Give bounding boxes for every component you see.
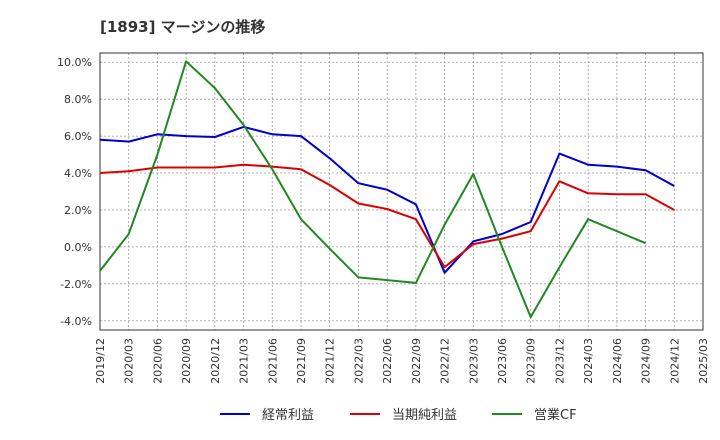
x-tick-label: 2022/03 bbox=[352, 338, 365, 384]
legend-label: 営業CF bbox=[534, 407, 577, 423]
x-axis: 2019/12 2020/03 2020/06 2020/09 2020/12 2021/… bbox=[94, 338, 710, 384]
y-tick-label: 8.0% bbox=[64, 93, 92, 106]
y-axis: -4.0% -2.0% 0.0% 2.0% 4.0% 6.0% 8.0% 10.0% bbox=[57, 56, 92, 328]
x-tick-label: 2020/06 bbox=[151, 338, 164, 384]
plot-area bbox=[99, 52, 704, 331]
y-tick-label: -4.0% bbox=[60, 315, 92, 328]
series-lines bbox=[99, 60, 675, 319]
y-tick-label: -2.0% bbox=[60, 278, 92, 291]
series-line bbox=[99, 125, 675, 274]
x-tick-label: 2020/03 bbox=[123, 338, 136, 384]
x-tick-label: 2022/12 bbox=[439, 338, 452, 384]
legend-label: 当期純利益 bbox=[392, 408, 457, 423]
x-tick-label: 2021/12 bbox=[324, 338, 337, 384]
x-tick-label: 2024/06 bbox=[611, 338, 624, 384]
x-tick-label: 2021/06 bbox=[266, 338, 279, 384]
x-tick-label: 2021/03 bbox=[238, 338, 251, 384]
x-tick-label: 2019/12 bbox=[94, 338, 107, 384]
x-tick-label: 2020/09 bbox=[180, 338, 193, 384]
y-tick-label: 4.0% bbox=[64, 167, 92, 180]
x-tick-label: 2023/03 bbox=[467, 338, 480, 384]
x-tick-label: 2023/06 bbox=[496, 338, 509, 384]
y-tick-label: 6.0% bbox=[64, 130, 92, 143]
y-tick-label: 0.0% bbox=[64, 241, 92, 254]
x-tick-label: 2020/12 bbox=[209, 338, 222, 384]
y-tick-label: 10.0% bbox=[57, 56, 92, 69]
chart-title: [1893] マージンの推移 bbox=[100, 18, 265, 36]
series-line bbox=[99, 60, 646, 319]
x-tick-label: 2023/09 bbox=[525, 338, 538, 384]
x-tick-label: 2025/03 bbox=[697, 338, 710, 384]
y-tick-label: 2.0% bbox=[64, 204, 92, 217]
x-tick-label: 2024/03 bbox=[582, 338, 595, 384]
x-tick-label: 2024/09 bbox=[640, 338, 653, 384]
legend: 経常利益 当期純利益 営業CF bbox=[220, 407, 577, 423]
series-line bbox=[99, 163, 675, 269]
x-tick-label: 2024/12 bbox=[668, 338, 681, 384]
grid-lines bbox=[99, 53, 704, 330]
legend-label: 経常利益 bbox=[262, 408, 314, 423]
x-tick-label: 2023/12 bbox=[553, 338, 566, 384]
x-tick-label: 2022/09 bbox=[410, 338, 423, 384]
x-tick-label: 2022/06 bbox=[381, 338, 394, 384]
x-tick-label: 2021/09 bbox=[295, 338, 308, 384]
